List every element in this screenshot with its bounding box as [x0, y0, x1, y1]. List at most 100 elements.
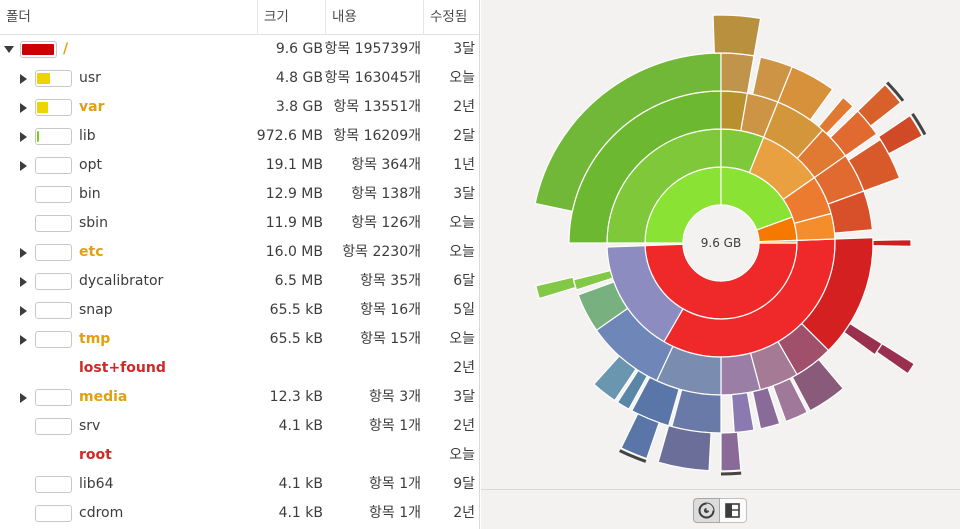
expand-arrow-icon[interactable] [20, 102, 27, 113]
ring-segment[interactable] [827, 190, 874, 234]
tree-row[interactable]: etc 16.0 MB 항목 2230개 오늘 [0, 238, 479, 267]
tree-row[interactable]: lost+found 2년 [0, 354, 479, 383]
tree-row[interactable]: sbin 11.9 MB 항목 126개 오늘 [0, 209, 479, 238]
column-size[interactable]: 크기 [258, 0, 326, 35]
tree-row[interactable]: var 3.8 GB 항목 13551개 2년 [0, 93, 479, 122]
ring-segment[interactable] [843, 322, 883, 356]
ring-segment[interactable] [657, 424, 712, 472]
ring-segment[interactable] [777, 66, 834, 121]
column-contents[interactable]: 내용 [326, 0, 424, 35]
folder-modified: 9달 [453, 476, 475, 492]
folder-size: 12.3 kB [269, 389, 323, 405]
expand-arrow-icon[interactable] [20, 334, 27, 345]
tree-row[interactable]: srv 4.1 kB 항목 1개 2년 [0, 412, 479, 441]
center-size-label: 9.6 GB [701, 236, 741, 250]
tree-row[interactable]: lib64 4.1 kB 항목 1개 9달 [0, 470, 479, 499]
folder-modified: 6달 [453, 273, 475, 289]
column-modified[interactable]: 수정됨 [430, 9, 468, 25]
ring-segment[interactable] [720, 52, 755, 95]
usage-bar [35, 389, 72, 406]
tree-row[interactable]: lib 972.6 MB 항목 16209개 2달 [0, 122, 479, 151]
ring-segment[interactable] [817, 96, 854, 135]
tree-row[interactable]: dycalibrator 6.5 MB 항목 35개 6달 [0, 267, 479, 296]
expand-arrow-icon[interactable] [20, 276, 27, 287]
folder-name: cdrom [79, 505, 124, 521]
tree-row[interactable]: tmp 65.5 kB 항목 15개 오늘 [0, 325, 479, 354]
usage-bar [35, 128, 72, 145]
usage-bar [35, 215, 72, 232]
folder-name: lib [79, 128, 96, 144]
folder-name: / [63, 41, 69, 57]
ring-segment[interactable] [593, 355, 637, 402]
folder-size: 12.9 MB [265, 186, 323, 202]
ring-segment[interactable] [712, 14, 762, 57]
folder-size: 19.1 MB [265, 157, 323, 173]
tree-row[interactable]: usr 4.8 GB 항목 163045개 오늘 [0, 64, 479, 93]
rings-chart-button[interactable] [693, 498, 720, 523]
ring-segment[interactable] [616, 369, 649, 410]
rings-chart-svg[interactable]: 9.6 GB [481, 0, 960, 489]
folder-contents: 항목 35개 [360, 273, 421, 289]
folder-size: 11.9 MB [265, 215, 323, 231]
folder-contents: 항목 3개 [369, 389, 421, 405]
tree-row[interactable]: bin 12.9 MB 항목 138개 3달 [0, 180, 479, 209]
folder-tree[interactable]: 폴더 크기 내용 수정됨 / 9.6 GB 항목 195739개 3달 usr 4.8 G… [0, 0, 480, 529]
folder-size: 6.5 MB [274, 273, 323, 289]
expand-arrow-icon[interactable] [20, 392, 27, 403]
usage-bar-fill [37, 131, 39, 142]
ring-segment[interactable] [751, 386, 781, 430]
tree-row[interactable]: cdrom 4.1 kB 항목 1개 2년 [0, 499, 479, 528]
ring-segment[interactable] [720, 431, 742, 472]
ring-segment[interactable] [671, 389, 722, 434]
folder-name: opt [79, 157, 102, 173]
ring-segment[interactable] [877, 114, 924, 155]
ring-segment[interactable] [535, 276, 577, 300]
tree-row[interactable]: media 12.3 kB 항목 3개 3달 [0, 383, 479, 412]
folder-name: etc [79, 244, 104, 260]
folder-name: lost+found [79, 360, 166, 376]
ring-segment[interactable] [875, 342, 916, 375]
ring-segment[interactable] [772, 377, 809, 423]
expand-arrow-icon[interactable] [20, 305, 27, 316]
usage-bar [35, 186, 72, 203]
folder-modified: 3달 [453, 186, 475, 202]
folder-modified: 오늘 [449, 215, 475, 231]
ring-segment[interactable] [872, 239, 912, 247]
column-folder[interactable]: 폴더 [0, 0, 258, 35]
collapse-arrow-icon[interactable] [4, 46, 14, 53]
expand-arrow-icon[interactable] [20, 247, 27, 258]
tree-row[interactable]: opt 19.1 MB 항목 364개 1년 [0, 151, 479, 180]
usage-bar [35, 476, 72, 493]
tree-row[interactable]: / 9.6 GB 항목 195739개 3달 [0, 35, 479, 64]
folder-size: 4.1 kB [278, 418, 323, 434]
usage-bar [35, 70, 72, 87]
ring-segment[interactable] [730, 391, 755, 434]
folder-contents: 항목 1개 [369, 418, 421, 434]
tree-row[interactable]: snap 65.5 kB 항목 16개 5일 [0, 296, 479, 325]
folder-name: dycalibrator [79, 273, 164, 289]
column-header: 폴더 크기 내용 수정됨 [0, 0, 479, 35]
ring-segment[interactable] [856, 83, 902, 127]
folder-contents: 항목 13551개 [333, 99, 421, 115]
folder-modified: 오늘 [449, 331, 475, 347]
ring-segment[interactable] [791, 358, 844, 412]
folder-modified: 2달 [453, 128, 475, 144]
folder-modified: 2년 [453, 418, 475, 434]
usage-bar [20, 41, 57, 58]
expand-arrow-icon[interactable] [20, 160, 27, 171]
folder-name: tmp [79, 331, 111, 347]
treemap-chart-button[interactable] [720, 498, 747, 523]
ring-center[interactable] [682, 204, 760, 282]
treemap-chart-icon [725, 503, 740, 518]
usage-bar [35, 157, 72, 174]
folder-modified: 3달 [453, 41, 475, 57]
ring-segment[interactable] [620, 412, 660, 460]
ring-segment[interactable] [577, 281, 629, 332]
rings-chart[interactable]: 9.6 GB [481, 0, 960, 489]
tree-row[interactable]: root 오늘 [0, 441, 479, 470]
folder-name: lib64 [79, 476, 114, 492]
expand-arrow-icon[interactable] [20, 131, 27, 142]
usage-bar [35, 418, 72, 435]
folder-size: 3.8 GB [275, 99, 323, 115]
expand-arrow-icon[interactable] [20, 73, 27, 84]
